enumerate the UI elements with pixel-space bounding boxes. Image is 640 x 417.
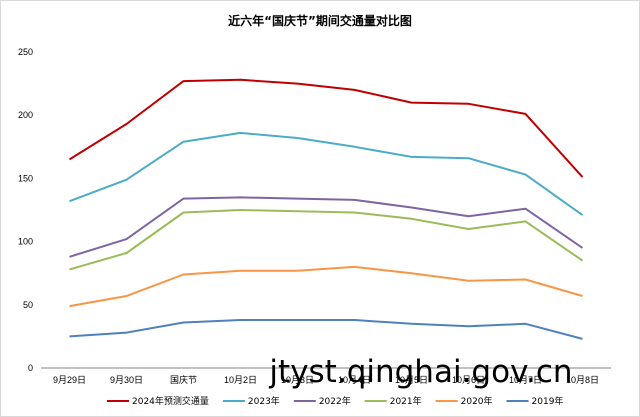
y-tick-label: 50 bbox=[23, 300, 33, 310]
series-layer bbox=[68, 78, 584, 340]
y-tick-label: 0 bbox=[28, 363, 33, 373]
legend-label: 2022年 bbox=[319, 395, 351, 407]
x-tick-label: 10月2日 bbox=[224, 375, 257, 385]
legend-item: 2022年 bbox=[293, 395, 351, 407]
x-axis: 9月29日 9月30日 国庆节 10月2日 10月3日 10月4日 10月5日 10月6日 10… bbox=[41, 367, 611, 385]
y-tick-label: 100 bbox=[18, 237, 33, 247]
legend-item: 2021年 bbox=[364, 395, 422, 407]
legend-item: 2019年 bbox=[506, 395, 564, 407]
legend-label: 2020年 bbox=[461, 395, 493, 407]
legend-item: 2020年 bbox=[435, 395, 493, 407]
watermark-text: jtyst.qinghai.gov.cn bbox=[268, 354, 572, 390]
x-tick-label: 10月4日 bbox=[338, 375, 371, 385]
legend-label: 2024年预测交通量 bbox=[132, 395, 209, 407]
series-line-3 bbox=[69, 209, 584, 271]
series-line-5 bbox=[69, 319, 583, 340]
legend-label: 2023年 bbox=[248, 395, 280, 407]
legend-item: 2023年 bbox=[222, 395, 280, 407]
y-axis: 0 50 100 150 200 250 bbox=[18, 47, 33, 373]
legend-label: 2019年 bbox=[532, 395, 564, 407]
series-line-1 bbox=[69, 131, 584, 216]
x-tick-label: 10月8日 bbox=[566, 375, 599, 385]
x-tick-label: 10月3日 bbox=[281, 375, 314, 385]
y-tick-label: 150 bbox=[18, 173, 33, 183]
x-tick-label: 10月5日 bbox=[395, 375, 428, 385]
legend: 2024年预测交通量 2023年 2022年 2021年 2020年 2019年 bbox=[107, 395, 563, 407]
legend-label: 2021年 bbox=[390, 395, 422, 407]
y-tick-label: 250 bbox=[18, 47, 33, 57]
legend-item: 2024年预测交通量 bbox=[107, 395, 209, 407]
x-tick-label: 10月7日 bbox=[509, 375, 542, 385]
series-line-0 bbox=[68, 78, 584, 178]
chart-title: 近六年“国庆节”期间交通量对比图 bbox=[228, 13, 412, 28]
x-tick-label: 9月30日 bbox=[110, 375, 143, 385]
series-line-2 bbox=[69, 196, 584, 258]
x-tick-label: 10月6日 bbox=[452, 375, 485, 385]
y-tick-label: 200 bbox=[18, 110, 33, 120]
x-tick-label: 国庆节 bbox=[170, 374, 197, 385]
x-tick-label: 9月29日 bbox=[53, 375, 86, 385]
series-line-4 bbox=[69, 265, 583, 308]
